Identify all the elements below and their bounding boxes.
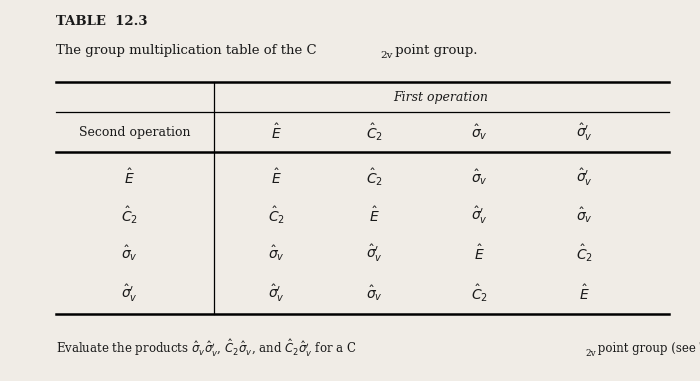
Text: $\hat{E}$: $\hat{E}$ (474, 244, 485, 263)
Text: $\hat{C}_2$: $\hat{C}_2$ (366, 166, 383, 188)
Text: $\hat{\sigma}_v$: $\hat{\sigma}_v$ (471, 123, 488, 142)
Text: $\hat{C}_2$: $\hat{C}_2$ (471, 283, 488, 304)
Text: $\hat{\sigma}_v$: $\hat{\sigma}_v$ (268, 243, 285, 263)
Text: $\hat{\sigma}_v$: $\hat{\sigma}_v$ (366, 283, 383, 303)
Text: $\hat{E}$: $\hat{E}$ (271, 123, 282, 142)
Text: $\hat{\sigma}_v'$: $\hat{\sigma}_v'$ (576, 166, 593, 188)
Text: $\hat{\sigma}_v$: $\hat{\sigma}_v$ (471, 167, 488, 187)
Text: $\hat{\sigma}_v$: $\hat{\sigma}_v$ (576, 205, 593, 225)
Text: 2v: 2v (380, 51, 393, 60)
Text: $\hat{\sigma}_v'$: $\hat{\sigma}_v'$ (576, 122, 593, 143)
Text: Second operation: Second operation (79, 126, 190, 139)
Text: $\hat{C}_2$: $\hat{C}_2$ (366, 122, 383, 143)
Text: $\hat{E}$: $\hat{E}$ (271, 168, 282, 187)
Text: $\hat{C}_2$: $\hat{C}_2$ (121, 205, 138, 226)
Text: $\hat{C}_2$: $\hat{C}_2$ (268, 205, 285, 226)
Text: $\hat{\sigma}_v'$: $\hat{\sigma}_v'$ (471, 205, 488, 226)
Text: $\hat{E}$: $\hat{E}$ (124, 168, 135, 187)
Text: $\hat{\sigma}_v'$: $\hat{\sigma}_v'$ (366, 243, 383, 264)
Text: $\hat{E}$: $\hat{E}$ (369, 206, 380, 225)
Text: $\hat{\sigma}_v'$: $\hat{\sigma}_v'$ (121, 283, 138, 304)
Text: $\hat{E}$: $\hat{E}$ (579, 284, 590, 303)
Text: Evaluate the products $\hat{\sigma}_v\hat{\sigma}_v'$, $\hat{C}_2\hat{\sigma}_v$: Evaluate the products $\hat{\sigma}_v\ha… (56, 338, 356, 359)
Text: $\hat{\sigma}_v$: $\hat{\sigma}_v$ (121, 243, 138, 263)
Text: First operation: First operation (393, 91, 489, 104)
Text: point group.: point group. (391, 44, 477, 57)
Text: 2v: 2v (585, 349, 596, 358)
Text: $\hat{C}_2$: $\hat{C}_2$ (576, 243, 593, 264)
Text: $\hat{\sigma}_v'$: $\hat{\sigma}_v'$ (268, 283, 285, 304)
Text: point group (see Table 12.3).: point group (see Table 12.3). (594, 342, 700, 355)
Text: The group multiplication table of the C: The group multiplication table of the C (56, 44, 316, 57)
Text: TABLE  12.3: TABLE 12.3 (56, 15, 148, 28)
